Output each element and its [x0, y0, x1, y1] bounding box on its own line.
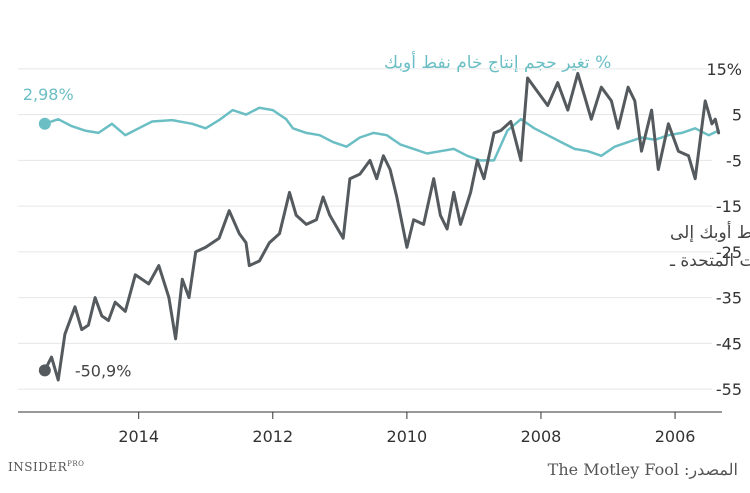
production-end-marker: [38, 117, 51, 130]
y-tick-label: -45: [716, 334, 742, 353]
production-end-label: 2,98%: [23, 85, 74, 104]
x-tick-label: 2008: [521, 427, 562, 446]
production-series-line: [43, 106, 720, 162]
brand-sup: PRO: [67, 460, 85, 468]
y-tick-labels: 15% 5 -5 -15 -25 -35 -45 -55: [706, 60, 742, 399]
imports-end-marker: [38, 364, 51, 377]
annotations: % تغير حجم إنتاج خام نفط أوبك تغير حجم و…: [384, 51, 750, 271]
x-tick-label: 2010: [387, 427, 428, 446]
imports-series-label-line2: % الولايات المتحدة ـ: [669, 251, 750, 271]
y-tick-label: 15%: [706, 60, 742, 79]
series-lines: 2,98% -50,9%: [23, 71, 721, 382]
y-tick-label: 5: [732, 106, 742, 125]
x-tick-label: 2014: [118, 427, 159, 446]
y-tick-label: -5: [726, 151, 742, 170]
brand-main: INSIDER: [8, 460, 68, 474]
y-tick-label: -55: [716, 380, 742, 399]
gridlines: [18, 68, 712, 390]
imports-series-label-line1: تغير حجم واردات نفط أوبك إلى: [670, 221, 750, 243]
production-series-label: % تغير حجم إنتاج خام نفط أوبك: [384, 51, 611, 73]
y-tick-label: -35: [716, 289, 742, 308]
x-tick-labels: 2014 2012 2010 2008 2006: [118, 412, 695, 446]
y-tick-label: -15: [716, 197, 742, 216]
imports-series-line: [43, 71, 721, 382]
y-tick-label: -25: [716, 243, 742, 262]
source-credit: المصدر: The Motley Fool: [547, 460, 738, 479]
x-tick-label: 2012: [252, 427, 293, 446]
x-tick-label: 2006: [655, 427, 696, 446]
chart: 15%5-5-15-25-35-45-55 2014 2012 2010 2008 20…: [18, 51, 750, 446]
insider-pro-logo: INSIDERPRO: [8, 460, 84, 474]
imports-end-label: -50,9%: [75, 361, 132, 380]
